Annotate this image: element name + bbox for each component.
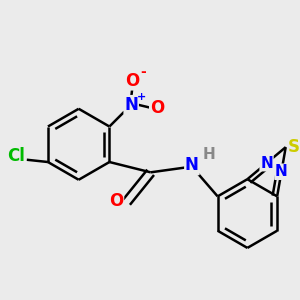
Text: +: + (137, 92, 146, 102)
Text: N: N (185, 157, 199, 175)
Text: O: O (109, 192, 123, 210)
Text: N: N (275, 164, 288, 179)
Text: O: O (150, 99, 164, 117)
Text: H: H (203, 146, 215, 161)
Text: S: S (288, 138, 300, 156)
Text: -: - (140, 65, 146, 79)
Text: O: O (125, 72, 140, 90)
Text: Cl: Cl (8, 147, 26, 165)
Text: N: N (260, 156, 273, 171)
Text: N: N (124, 96, 138, 114)
